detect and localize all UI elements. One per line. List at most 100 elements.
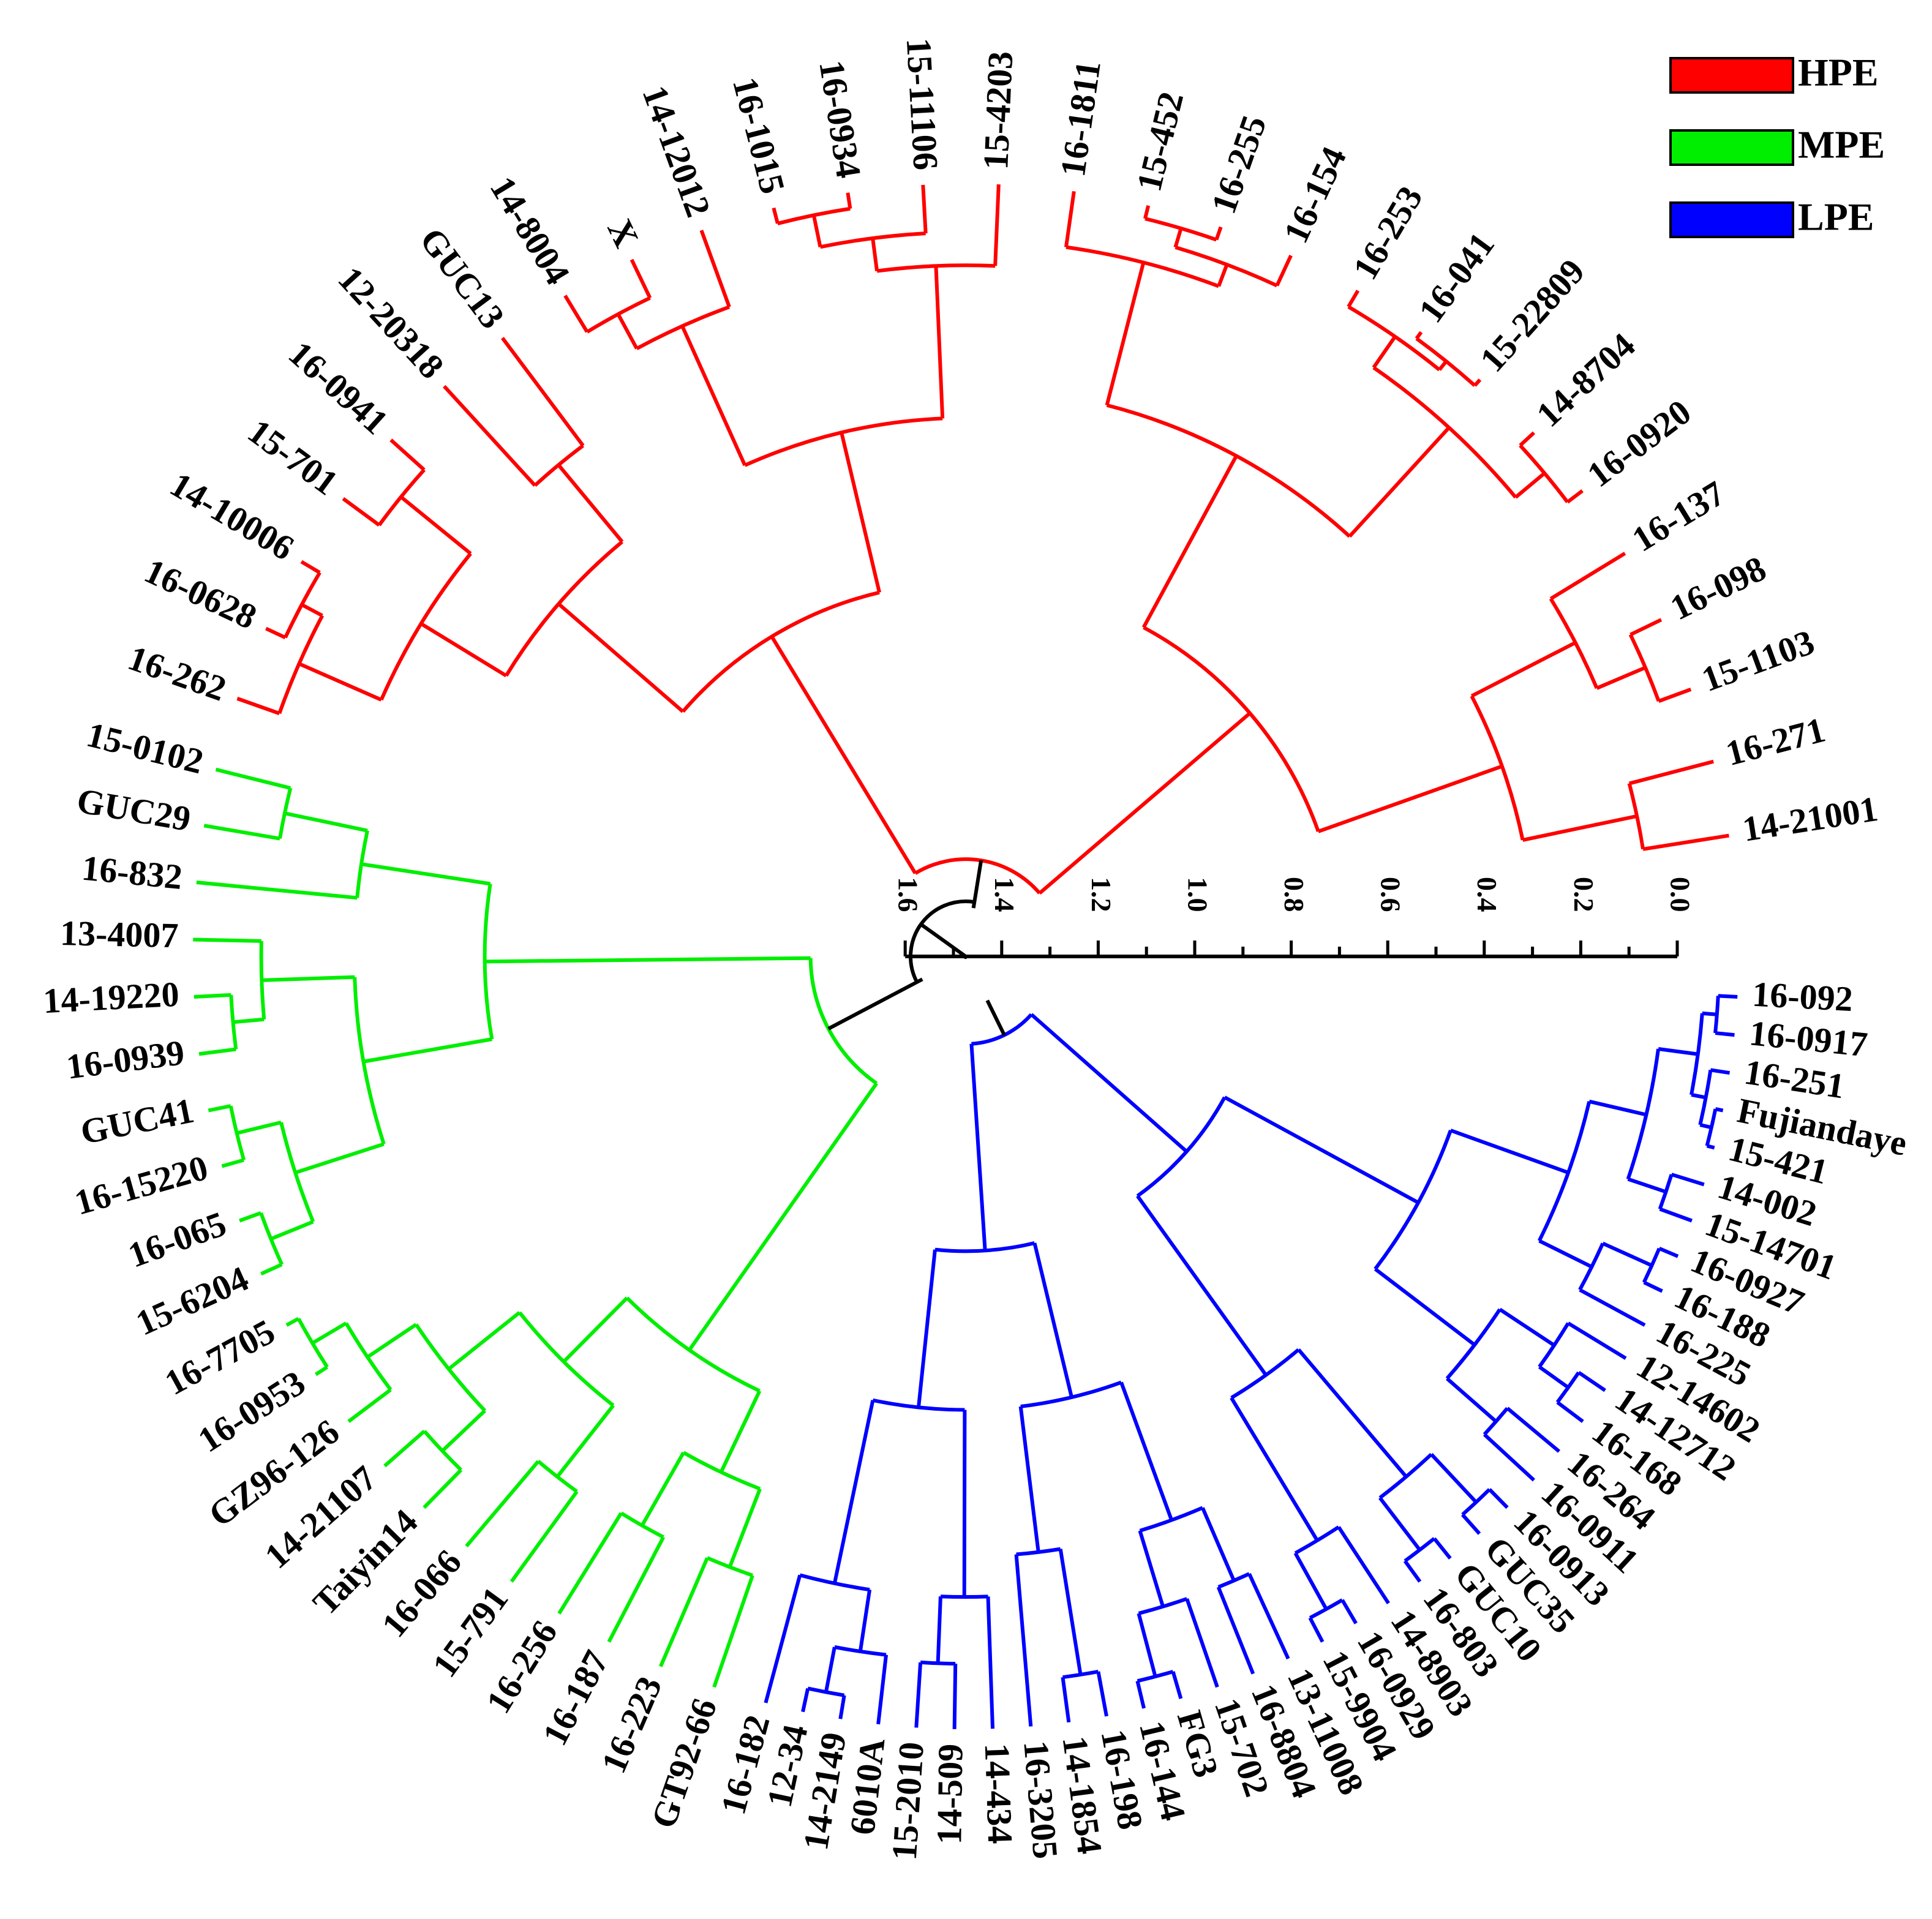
leaf-label: 16-065 [123, 1203, 231, 1275]
branch-arc [706, 1556, 753, 1577]
branch-stem [1430, 1453, 1478, 1504]
leaf-label: 14-8004 [483, 170, 578, 291]
branch-stem [824, 1647, 836, 1693]
branch-stem [419, 622, 508, 678]
branch-stem [301, 603, 323, 618]
leaf-label: 16-041 [1411, 225, 1502, 330]
branch-stem [719, 1390, 762, 1473]
axis-tick-label: 0.6 [1375, 877, 1407, 912]
leaf-label: 16-271 [1722, 710, 1829, 773]
leaf-label: 16-223 [593, 1670, 670, 1779]
axis-tick-label: 1.2 [1086, 877, 1117, 912]
branch-stem [1061, 1677, 1071, 1723]
branch-stem [196, 881, 358, 900]
branch-stem [239, 1211, 262, 1223]
branch-stem [1514, 471, 1546, 499]
branch-arc [1461, 1488, 1491, 1516]
branch-stem [1247, 1573, 1290, 1660]
branch-arc [1642, 1247, 1661, 1283]
branch-arc [1137, 1670, 1174, 1683]
branch-stem [607, 1536, 666, 1643]
branch-stem [300, 560, 321, 574]
leaf-label: 16-154 [1276, 141, 1354, 249]
branch-stem [917, 1249, 937, 1408]
branch-stem [1519, 431, 1535, 447]
branch-stem [208, 1104, 231, 1113]
branch-stem [969, 1043, 987, 1251]
height-scale-axis: 0.0 0.2 0.4 0.6 0.8 1.0 1.2 1.4 1.6 [893, 877, 1696, 958]
branch-arc [1626, 1048, 1661, 1180]
leaf-label: 16-255 [1203, 110, 1274, 219]
branch-stem [680, 325, 747, 467]
branch-stem [838, 1695, 846, 1719]
axis-tick-label: 1.6 [893, 877, 924, 912]
branch-stem [764, 1574, 802, 1703]
branch-stem [962, 1410, 967, 1598]
branch-stem [1658, 687, 1692, 703]
branch-stem [1691, 1092, 1707, 1100]
branch-stem [1214, 226, 1223, 241]
branch-arc [1470, 695, 1525, 841]
axis-tick-label: 1.0 [1182, 877, 1213, 912]
branch-stem [1577, 1370, 1606, 1392]
branch-stem [1138, 1530, 1165, 1607]
branch-stem [1337, 1526, 1390, 1605]
leaf-label: 16-253 [1345, 179, 1430, 287]
branch-stem [1658, 1047, 1699, 1056]
branch-arc [920, 1660, 956, 1666]
branch-arc [682, 1451, 761, 1491]
branch-stem [562, 1296, 629, 1363]
branch-stem [194, 993, 231, 999]
branch-stem [1340, 1599, 1358, 1624]
branch-stem [1579, 1288, 1646, 1327]
branch-arc [533, 444, 584, 487]
leaf-label: 13-4007 [59, 913, 179, 955]
branch-stem [1293, 1552, 1328, 1610]
leaf-label: 15-1103 [1696, 622, 1819, 699]
branch-stem [1498, 1307, 1555, 1347]
axis-tick-label: 0.4 [1472, 877, 1503, 912]
branch-stem [383, 1430, 426, 1468]
leaf-label: 15-452 [1129, 88, 1191, 195]
branch-stem [363, 1037, 492, 1064]
branch-stem [236, 696, 280, 715]
branch-stem [1596, 666, 1647, 690]
branch-stem [347, 1388, 392, 1423]
branch-stem [986, 1596, 995, 1729]
legend-label: LPE [1798, 195, 1874, 239]
branch-stem [699, 230, 731, 308]
leaf-label: GUC13 [412, 220, 513, 336]
branch-stem [993, 184, 1001, 266]
axis-tick-label: 0.2 [1568, 877, 1599, 912]
branch-arc [504, 540, 623, 677]
branch-stem [298, 662, 382, 702]
leaf-label: 14-509 [929, 1743, 970, 1844]
leaf-label: 16-0941 [281, 333, 396, 442]
branch-stem [832, 1400, 875, 1584]
legend-label: MPE [1798, 123, 1885, 167]
branch-stem [389, 438, 426, 471]
branch-arc [1713, 996, 1720, 1034]
branch-stem [1659, 1207, 1693, 1223]
branch-stem [1135, 1680, 1146, 1709]
branch-stem [1030, 1013, 1188, 1153]
leaf-label: 14-19220 [42, 974, 180, 1021]
branch-stem [557, 464, 624, 543]
cluster-legend: HPE MPE LPE [1669, 51, 1885, 239]
branch-arc [1627, 783, 1645, 850]
branch-arc [537, 1460, 578, 1493]
leaf-label: 16-3205 [1016, 1739, 1066, 1860]
branch-stem [952, 1664, 958, 1729]
branch-stem [1567, 1321, 1627, 1360]
branch-stem [1064, 191, 1076, 248]
branch-stem [233, 1017, 265, 1024]
branch-stem [1378, 1497, 1421, 1552]
trunk-stem [920, 923, 966, 958]
branch-stem [630, 258, 652, 299]
branch-stem [1038, 712, 1252, 895]
branch-stem [447, 1311, 521, 1371]
branch-stem [501, 337, 585, 447]
branch-stem [1488, 1488, 1509, 1509]
leaf-label: 16-0934 [811, 58, 869, 181]
leaf-label: 14-434 [977, 1743, 1021, 1844]
